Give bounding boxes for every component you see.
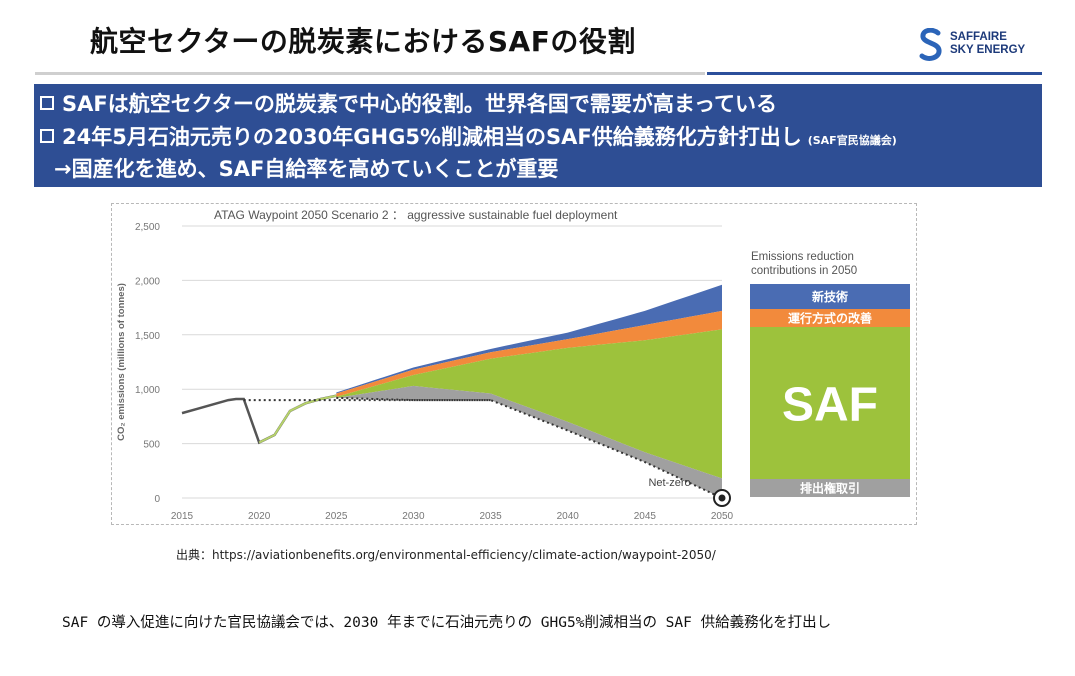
slide-title: 航空セクターの脱炭素におけるSAFの役割 xyxy=(90,25,636,58)
arrow-line: →国産化を進め、SAF自給率を高めていくことが重要 xyxy=(54,157,559,181)
saf-area xyxy=(336,329,722,479)
bullet-2: 24年5月石油元売りの2030年GHG5%削減相当のSAF供給義務化方針打出し (… xyxy=(40,121,897,151)
legend-title-line2: contributions in 2050 xyxy=(751,265,857,277)
chart-frame: 0 500 1,000 1,500 2,000 2,500 2015 2020 2025 2030… xyxy=(111,203,917,525)
checkbox-bullet-icon xyxy=(40,129,54,143)
y-tick-label: 1,500 xyxy=(135,331,160,342)
target-icon-center xyxy=(718,494,726,502)
x-tick-label: 2050 xyxy=(711,511,734,522)
saffaire-logo: SAFFAIRE SKY ENERGY xyxy=(918,27,1038,62)
x-tick-label: 2015 xyxy=(171,511,194,522)
summary-banner: SAFは航空セクターの脱炭素で中心的役割。世界各国で需要が高まっている 24年5… xyxy=(34,84,1042,187)
legend-block-1 xyxy=(750,284,910,309)
x-tick-label: 2040 xyxy=(557,511,580,522)
y-axis-label: CO₂ emissions (millions of tonnes) xyxy=(116,283,127,441)
x-tick-label: 2025 xyxy=(325,511,348,522)
y-tick-label: 1,000 xyxy=(135,385,160,396)
saffaire-logo-icon xyxy=(919,27,942,61)
y-tick-label: 2,500 xyxy=(135,222,160,233)
header-rule-gray xyxy=(35,72,705,75)
operations-area xyxy=(336,310,722,397)
legend-block-label-3: SAF xyxy=(782,378,878,431)
historical-line xyxy=(181,394,337,445)
legend-block-3 xyxy=(750,327,910,479)
logo-line1: SAFFAIRE xyxy=(950,31,1007,43)
emissions-chart: 0 500 1,000 1,500 2,000 2,500 2015 2020 2025 2030… xyxy=(116,208,910,522)
net-emissions-line xyxy=(336,396,723,499)
chart-title: ATAG Waypoint 2050 Scenario 2 ： aggressi… xyxy=(214,208,618,222)
legend-block-label-1: 新技術 xyxy=(812,289,848,304)
logo-text: SAFFAIRE SKY ENERGY xyxy=(950,31,1025,57)
offsets-area xyxy=(336,385,722,498)
checkbox-bullet-icon xyxy=(40,96,54,110)
net-zero-label: Net-zero xyxy=(648,477,690,489)
body-paragraph: SAF の導入促進に向けた官民協議会では、2030 年までに石油元売りの GHG… xyxy=(62,615,832,631)
y-tick-label: 500 xyxy=(143,440,160,451)
bullet-1: SAFは航空セクターの脱炭素で中心的役割。世界各国で需要が高まっている xyxy=(40,88,777,118)
source-citation: 出典：https://aviationbenefits.org/environm… xyxy=(176,548,716,562)
x-tick-label: 2020 xyxy=(248,511,271,522)
logo-line2: SKY ENERGY xyxy=(950,44,1026,56)
recovery-line xyxy=(258,394,337,444)
legend-block-4 xyxy=(750,479,910,497)
legend-block-label-2: 運行方式の改善 xyxy=(788,310,872,325)
x-tick-label: 2045 xyxy=(634,511,657,522)
x-tick-label: 2030 xyxy=(402,511,425,522)
y-tick-label: 2,000 xyxy=(135,276,160,287)
legend-title-line1: Emissions reduction xyxy=(751,251,854,263)
header-rule-blue xyxy=(707,72,1042,75)
bullet-1-text: SAFは航空セクターの脱炭素で中心的役割。世界各国で需要が高まっている xyxy=(62,92,777,116)
bullet-2-text: 24年5月石油元売りの2030年GHG5%削減相当のSAF供給義務化方針打出し xyxy=(62,125,802,149)
bullet-2-note: (SAF官民協議会) xyxy=(807,134,897,147)
legend-block-2 xyxy=(750,309,910,327)
legend-block-label-4: 排出権取引 xyxy=(800,480,860,495)
y-tick-label: 0 xyxy=(154,494,160,505)
x-tick-label: 2035 xyxy=(479,511,502,522)
